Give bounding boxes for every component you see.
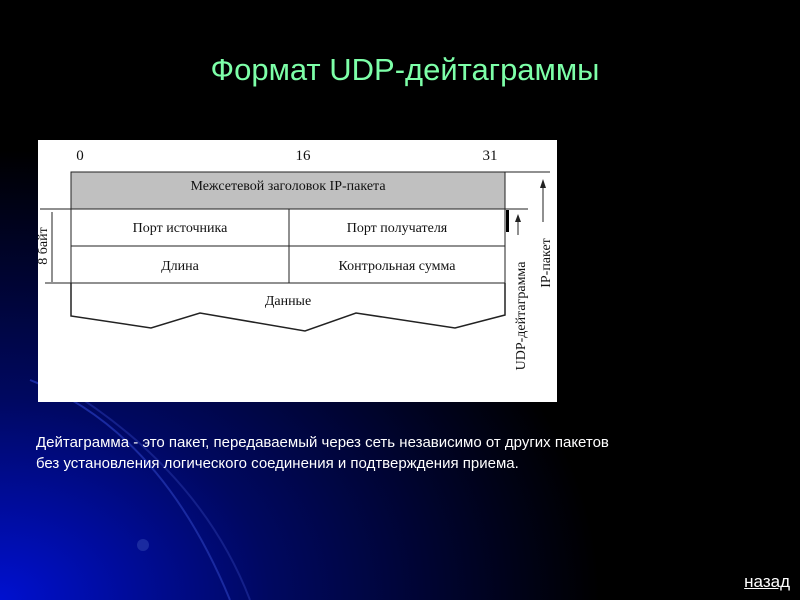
ip-header-box <box>70 171 506 210</box>
description-text: Дейтаграмма - это пакет, передаваемый че… <box>36 432 609 474</box>
bit-label-31: 31 <box>483 148 498 164</box>
data-label: Данные <box>265 294 311 309</box>
description-line: Дейтаграмма - это пакет, передаваемый че… <box>36 434 609 451</box>
dest-port-label: Порт получателя <box>347 221 448 236</box>
description-line: без установления логического соединения … <box>36 455 519 472</box>
data-box <box>70 283 506 332</box>
ip-header-label: Межсетевой заголовок IP-пакета <box>190 179 386 194</box>
length-label: Длина <box>161 259 200 274</box>
header-size-label: 8 байт <box>38 227 51 264</box>
bit-label-16: 16 <box>296 148 312 164</box>
checksum-label: Контрольная сумма <box>339 259 457 274</box>
bit-label-0: 0 <box>76 148 84 164</box>
bit-labels: 0 16 31 <box>76 148 497 164</box>
source-port-label: Порт источника <box>133 221 228 236</box>
back-link[interactable]: назад <box>744 572 790 591</box>
udp-datagram-label: UDP-дейтаграмма <box>514 261 529 371</box>
ip-packet-label: IP-пакет <box>539 238 554 288</box>
slide-title: Формат UDP-дейтаграммы <box>210 52 600 87</box>
udp-format-diagram: 0 16 31 Межсетевой заголовок IP-пакета П… <box>38 140 557 402</box>
